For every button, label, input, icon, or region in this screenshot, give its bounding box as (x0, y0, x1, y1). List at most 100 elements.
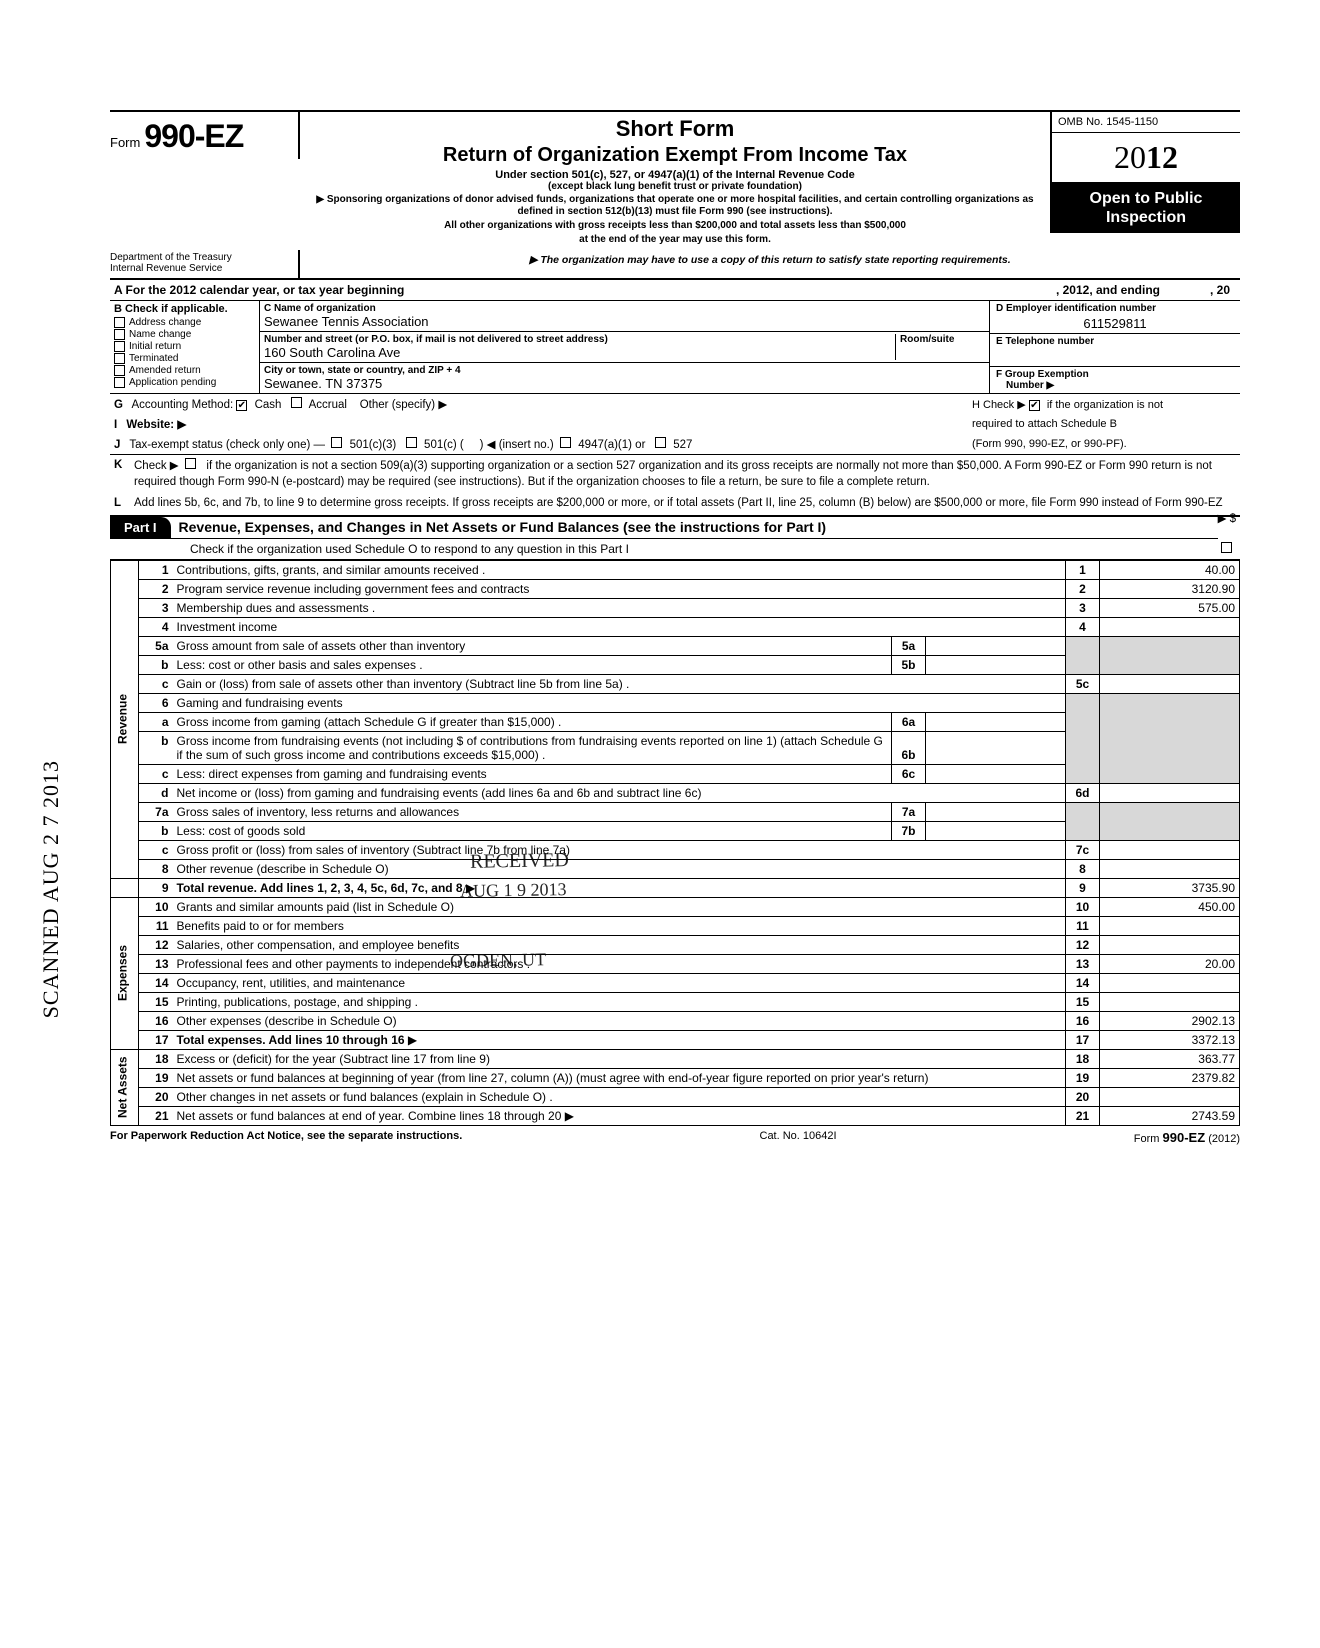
ln11-val (1100, 916, 1240, 935)
chk-address-change[interactable]: Address change (114, 317, 255, 328)
ln7a-desc: Gross sales of inventory, less returns a… (173, 802, 892, 821)
ln1-desc: Contributions, gifts, grants, and simila… (173, 560, 1066, 579)
chk-accrual[interactable] (291, 397, 302, 408)
ln7-shade2 (1100, 802, 1240, 840)
accounting-label: Accounting Method: (132, 399, 234, 411)
chk-initial-return[interactable]: Initial return (114, 341, 255, 352)
lbl-accrual: Accrual (309, 399, 347, 411)
tax-year: 2012 (1052, 133, 1240, 183)
ln3-desc: Membership dues and assessments . (173, 598, 1066, 617)
ln11-desc: Benefits paid to or for members (173, 916, 1066, 935)
ln16-box: 16 (1066, 1011, 1100, 1030)
k-text: if the organization is not a section 509… (134, 460, 1212, 488)
ln9-desc: Total revenue. Add lines 1, 2, 3, 4, 5c,… (173, 878, 1066, 897)
ln13-desc: Professional fees and other payments to … (173, 954, 1066, 973)
ln9-num: 9 (139, 878, 173, 897)
sponsor-note-3: at the end of the year may use this form… (306, 234, 1044, 246)
ln20-desc: Other changes in net assets or fund bala… (173, 1087, 1066, 1106)
ln2-desc: Program service revenue including govern… (173, 579, 1066, 598)
row-j: J Tax-exempt status (check only one) — 5… (110, 434, 1240, 455)
otp-line2: Inspection (1106, 209, 1186, 226)
ln15-desc: Printing, publications, postage, and shi… (173, 992, 1066, 1011)
ln8-box: 8 (1066, 859, 1100, 878)
ln20-box: 20 (1066, 1087, 1100, 1106)
part1-header: Part I Revenue, Expenses, and Changes in… (110, 517, 1218, 539)
website-label: Website: ▶ (126, 419, 186, 431)
chk-application-pending[interactable]: Application pending (114, 377, 255, 388)
row-k: K Check ▶ if the organization is not a s… (110, 455, 1240, 493)
ln16-desc: Other expenses (describe in Schedule O) (173, 1011, 1066, 1030)
ln4-desc: Investment income (173, 617, 1066, 636)
chk-part1-scho[interactable] (1221, 542, 1232, 553)
part1-check-text: Check if the organization used Schedule … (190, 542, 1221, 556)
group-exemption-row: F Group Exemption Number ▶ (990, 367, 1240, 393)
subtitle-2: (except black lung benefit trust or priv… (306, 181, 1044, 192)
ln5c-box: 5c (1066, 674, 1100, 693)
k-check-label: Check ▶ (134, 460, 185, 472)
ln5-shade (1066, 636, 1100, 674)
ln7a-val (926, 802, 1066, 821)
chk-terminated[interactable]: Terminated (114, 353, 255, 364)
section-def: D Employer identification number 6115298… (990, 301, 1240, 393)
chk-h[interactable]: ✔ (1029, 400, 1040, 411)
chk-k[interactable] (185, 458, 196, 469)
dept-note: ▶ The organization may have to use a cop… (300, 250, 1240, 278)
title-block: Short Form Return of Organization Exempt… (300, 112, 1050, 250)
ln5a-desc: Gross amount from sale of assets other t… (173, 636, 892, 655)
sidebar-revenue: Revenue (111, 560, 139, 878)
ln10-box: 10 (1066, 897, 1100, 916)
ln5c-num: c (139, 674, 173, 693)
ln5b-box: 5b (892, 655, 926, 674)
chk-name-change[interactable]: Name change (114, 329, 255, 340)
part1-body: RECEIVED AUG 1 9 2013 OGDEN, UT Revenue … (110, 560, 1240, 1126)
omb-number: OMB No. 1545-1150 (1052, 112, 1240, 133)
ln5c-val (1100, 674, 1240, 693)
ein-value: 611529811 (996, 314, 1234, 331)
l-end: ▶ $ (1218, 512, 1236, 528)
grp-label: F Group Exemption (996, 369, 1234, 380)
ln6a-val (926, 712, 1066, 731)
ln19-val: 2379.82 (1100, 1068, 1240, 1087)
tel-row: E Telephone number (990, 334, 1240, 367)
ln6b-val (926, 731, 1066, 764)
chk-501c3[interactable] (331, 437, 342, 448)
ln2-num: 2 (139, 579, 173, 598)
row-i: I Website: ▶ required to attach Schedule… (110, 414, 1240, 434)
chk-4947[interactable] (560, 437, 571, 448)
sidebar-expenses: Expenses (111, 897, 139, 1049)
ln19-box: 19 (1066, 1068, 1100, 1087)
ln6d-num: d (139, 783, 173, 802)
org-addr-row: Number and street (or P.O. box, if mail … (260, 332, 989, 363)
chk-527[interactable] (655, 437, 666, 448)
chk-cash[interactable]: ✔ (236, 400, 247, 411)
ln7c-val (1100, 840, 1240, 859)
form-header: Form 990-EZ Short Form Return of Organiz… (110, 110, 1240, 250)
ln6a-box: 6a (892, 712, 926, 731)
chk-501c[interactable] (406, 437, 417, 448)
ln21-desc-text: Net assets or fund balances at end of ye… (177, 1109, 562, 1123)
ln6d-box: 6d (1066, 783, 1100, 802)
chk-amended[interactable]: Amended return (114, 365, 255, 376)
ln15-val (1100, 992, 1240, 1011)
lbl-cash: Cash (255, 399, 282, 411)
addr-label: Number and street (or P.O. box, if mail … (264, 334, 895, 345)
row-a-mid: , 2012, and ending (1016, 280, 1200, 300)
ln19-num: 19 (139, 1068, 173, 1087)
ln17-desc-text: Total expenses. Add lines 10 through 16 (177, 1033, 405, 1047)
city-label: City or town, state or country, and ZIP … (264, 365, 985, 376)
footer-right-c: (2012) (1205, 1133, 1240, 1145)
ln6-shade (1066, 693, 1100, 783)
ln2-val: 3120.90 (1100, 579, 1240, 598)
sidebar-netassets: Net Assets (111, 1049, 139, 1125)
row-a-tax-year: A For the 2012 calendar year, or tax yea… (110, 280, 1240, 301)
ln12-num: 12 (139, 935, 173, 954)
ln17-box: 17 (1066, 1030, 1100, 1049)
ln11-num: 11 (139, 916, 173, 935)
ln15-box: 15 (1066, 992, 1100, 1011)
ln7-shade (1066, 802, 1100, 840)
ln7c-desc: Gross profit or (loss) from sales of inv… (173, 840, 1066, 859)
row-g: G Accounting Method: ✔ Cash Accrual Othe… (110, 394, 1240, 414)
ein-row: D Employer identification number 6115298… (990, 301, 1240, 334)
ln4-box: 4 (1066, 617, 1100, 636)
ln20-val (1100, 1087, 1240, 1106)
